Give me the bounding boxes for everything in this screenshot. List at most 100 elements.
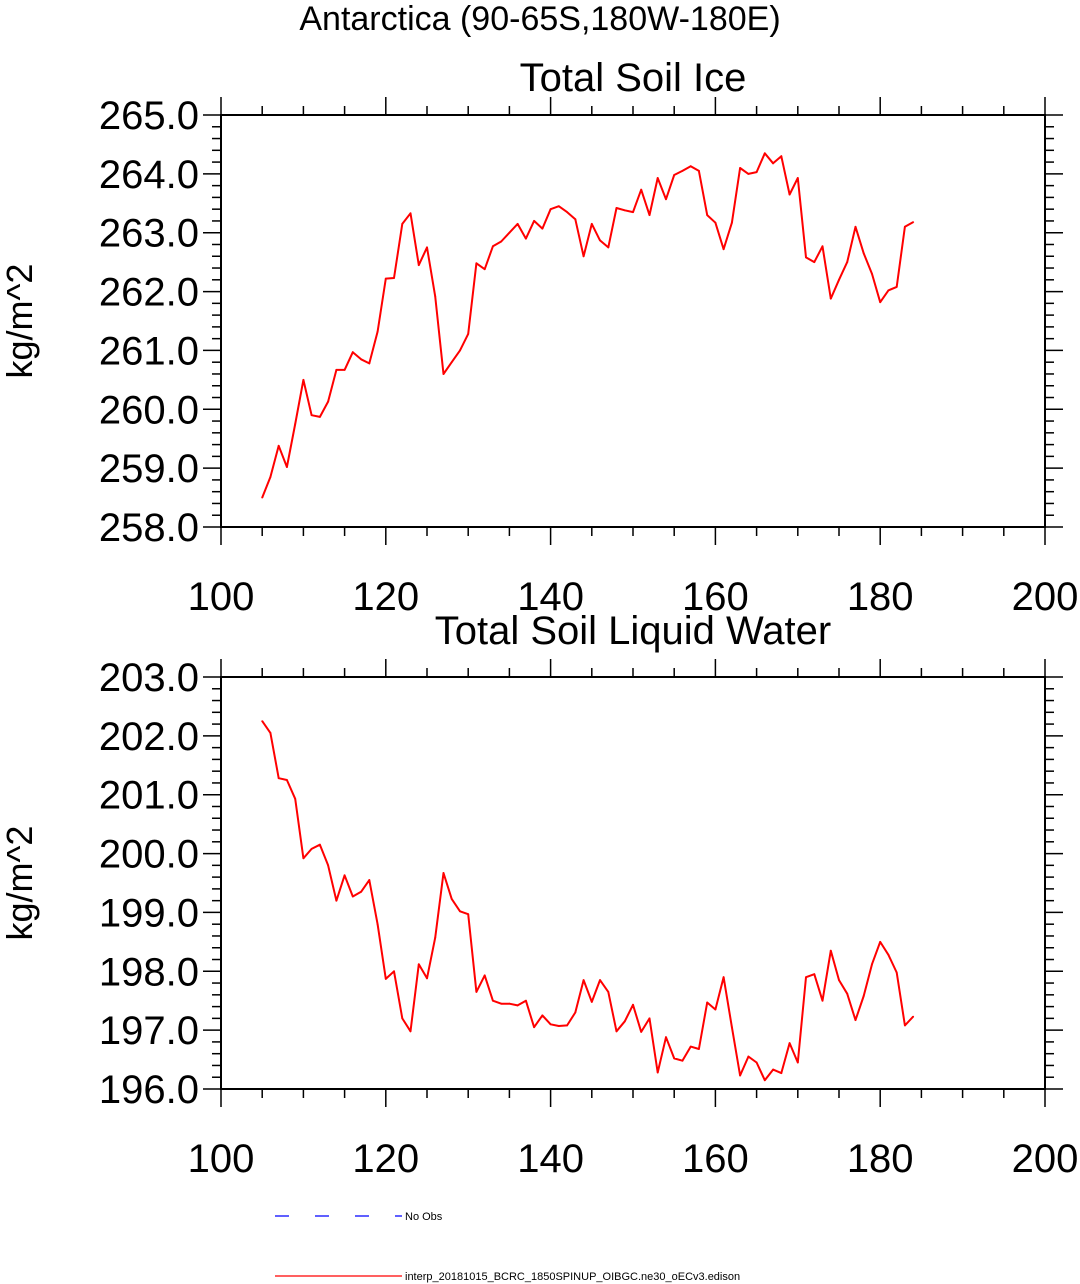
data-point [755, 1061, 758, 1064]
data-point [772, 162, 774, 165]
data-point [623, 209, 626, 212]
data-point [615, 207, 618, 209]
data-point [887, 953, 890, 956]
data-point [821, 245, 824, 248]
data-point [739, 1074, 742, 1077]
data-point [286, 779, 288, 781]
y-tick-label: 202.0 [99, 715, 199, 759]
data-point [286, 466, 288, 468]
data-point [351, 895, 354, 898]
data-point [788, 193, 791, 196]
y-tick-label: 197.0 [99, 1009, 199, 1053]
data-point [393, 970, 395, 973]
data-point [475, 990, 478, 993]
data-point [788, 1042, 791, 1044]
data-point [681, 170, 684, 172]
legend: No Obs interp_20181015_BCRC_1850SPINUP_O… [275, 1211, 740, 1283]
data-point [623, 1020, 626, 1023]
data-point [607, 246, 610, 249]
data-point [360, 890, 362, 893]
chart-total-soil-liquid-water: Total Soil Liquid Water kg/m^2 100 120 140… [0, 609, 1078, 1181]
y-tick-label: 258.0 [99, 506, 199, 550]
data-point [648, 1017, 651, 1020]
data-point [912, 1015, 915, 1018]
x-tick-label: 160 [682, 575, 749, 619]
data-point [269, 476, 272, 478]
y-tick-label: 259.0 [99, 447, 199, 491]
data-point [442, 373, 445, 375]
data-point [829, 949, 832, 952]
data-point [755, 171, 758, 173]
y-tick-label: 198.0 [99, 950, 199, 994]
data-point [318, 843, 321, 846]
data-point [434, 936, 437, 939]
x-tick-label: 180 [847, 575, 914, 619]
data-point [871, 273, 873, 275]
x-tick-label: 100 [188, 575, 255, 619]
data-point [838, 979, 840, 982]
data-point [706, 1001, 709, 1004]
axis-tick-labels: 100 120 140 160 180 200 196.0 197.0 198.0 199.0 20… [99, 656, 1078, 1181]
data-point [673, 174, 676, 176]
data-point [780, 155, 783, 158]
data-point [261, 720, 264, 723]
data-point [632, 211, 634, 214]
data-point [821, 999, 824, 1002]
data-point [310, 847, 313, 850]
data-point [640, 1031, 643, 1033]
data-point [854, 225, 857, 228]
data-point [656, 1071, 659, 1074]
data-point [434, 295, 437, 298]
axis-tick-labels: 100 120 140 160 180 200 258.0 259.0 260.0 261.0 26… [99, 94, 1078, 619]
data-point [640, 188, 643, 191]
data-point [335, 368, 338, 371]
data-point [871, 963, 873, 966]
data-point [838, 278, 840, 281]
data-point [467, 913, 470, 916]
data-point [351, 351, 354, 354]
data-point [516, 1004, 519, 1007]
data-point [895, 285, 898, 288]
plot-frame [220, 676, 1046, 1090]
data-point [862, 252, 865, 255]
data-point [327, 864, 330, 867]
data-point [805, 256, 807, 259]
data-point [335, 899, 338, 902]
data-point [500, 240, 503, 243]
y-tick-label: 201.0 [99, 774, 199, 818]
data-point [459, 910, 461, 913]
data-point [492, 999, 494, 1002]
data-point [904, 225, 906, 228]
data-point [368, 879, 371, 881]
data-point [722, 248, 725, 251]
data-point [426, 977, 428, 980]
data-point [904, 1024, 906, 1027]
data-point [294, 797, 297, 800]
data-point [829, 297, 832, 300]
y-axis-label: kg/m^2 [0, 826, 40, 941]
legend-label-model: interp_20181015_BCRC_1850SPINUP_OIBGC.ne… [405, 1271, 740, 1283]
data-point [846, 992, 849, 995]
data-point [401, 1017, 404, 1020]
data-point [401, 222, 404, 225]
plot-frame [220, 114, 1046, 528]
data-point [566, 211, 568, 214]
data-point [508, 231, 511, 234]
axis-ticks [203, 97, 1063, 545]
data-point [360, 358, 362, 361]
data-point [318, 416, 321, 418]
y-tick-label: 260.0 [99, 388, 199, 432]
data-point [368, 362, 371, 365]
y-tick-label: 262.0 [99, 271, 199, 315]
data-point [763, 152, 766, 155]
data-point [763, 1079, 766, 1082]
data-point [483, 268, 486, 271]
data-point [557, 205, 560, 208]
data-point [681, 1059, 684, 1062]
x-tick-label: 140 [517, 1137, 584, 1181]
data-point [450, 897, 453, 900]
data-point [524, 999, 527, 1002]
data-point [854, 1019, 857, 1022]
data-point [796, 177, 799, 179]
data-point [665, 198, 667, 201]
